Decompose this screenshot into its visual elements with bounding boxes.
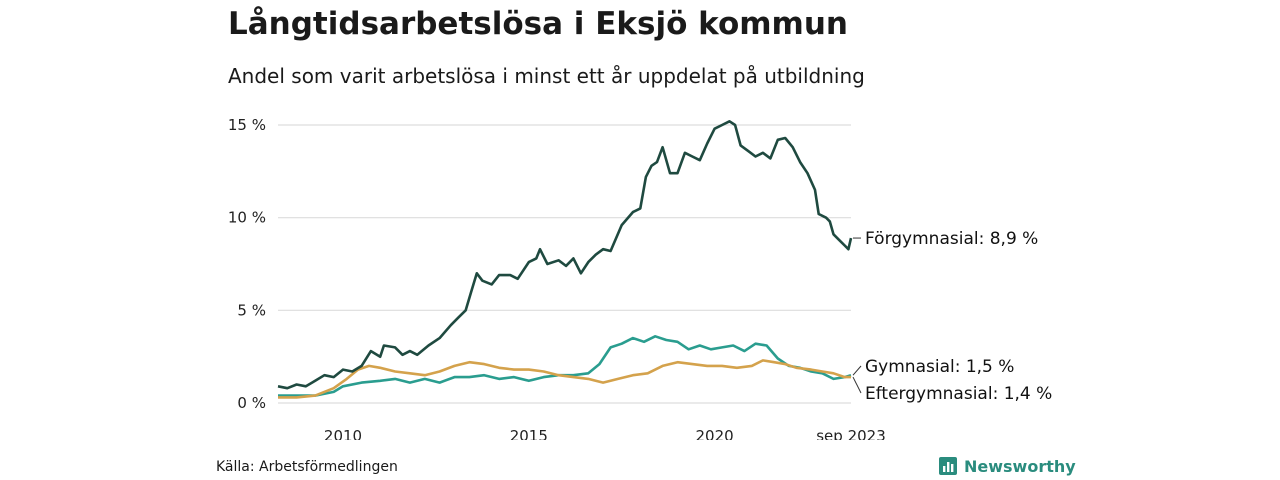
- series-end-labels: Förgymnasial: 8,9 % Gymnasial: 1,5 % Efter…: [852, 229, 1052, 404]
- grid: [278, 124, 851, 404]
- x-axis: 2010 2015 2020 sep 2023: [324, 427, 886, 440]
- y-tick-label: 0 %: [237, 394, 266, 412]
- end-label-leader: [852, 365, 862, 376]
- y-tick-label: 15 %: [228, 116, 266, 134]
- source-note: Källa: Arbetsförmedlingen: [216, 459, 398, 475]
- chart-subtitle: Andel som varit arbetslösa i minst ett å…: [228, 64, 865, 88]
- series-line-forgymnasial: [277, 120, 853, 390]
- y-tick-label: 5 %: [237, 301, 266, 319]
- series-end-label-forgymnasial: Förgymnasial: 8,9 %: [865, 229, 1038, 249]
- y-axis: 0 % 5 % 10 % 15 %: [228, 116, 266, 412]
- line-chart: 0 % 5 % 10 % 15 % 2010 2015 2020 sep 2023 Förg…: [228, 116, 1052, 440]
- x-tick-label: 2010: [324, 427, 362, 440]
- series-lines: [277, 120, 853, 399]
- end-label-leader: [852, 376, 862, 394]
- x-tick-label: 2015: [510, 427, 548, 440]
- newsworthy-logo-icon: [939, 457, 957, 475]
- y-tick-label: 10 %: [228, 209, 266, 227]
- series-line-eftergymnasial: [278, 359, 851, 399]
- series-line-gymnasial: [278, 335, 852, 397]
- brand-name: Newsworthy: [964, 456, 1076, 476]
- x-tick-label: 2020: [696, 427, 734, 440]
- x-tick-label: sep 2023: [816, 427, 886, 440]
- chart-title: Långtidsarbetslösa i Eksjö kommun: [228, 6, 848, 42]
- series-end-label-eftergymnasial: Eftergymnasial: 1,4 %: [865, 384, 1052, 404]
- brand-logo: Newsworthy: [938, 456, 1076, 476]
- series-end-label-gymnasial: Gymnasial: 1,5 %: [865, 357, 1014, 377]
